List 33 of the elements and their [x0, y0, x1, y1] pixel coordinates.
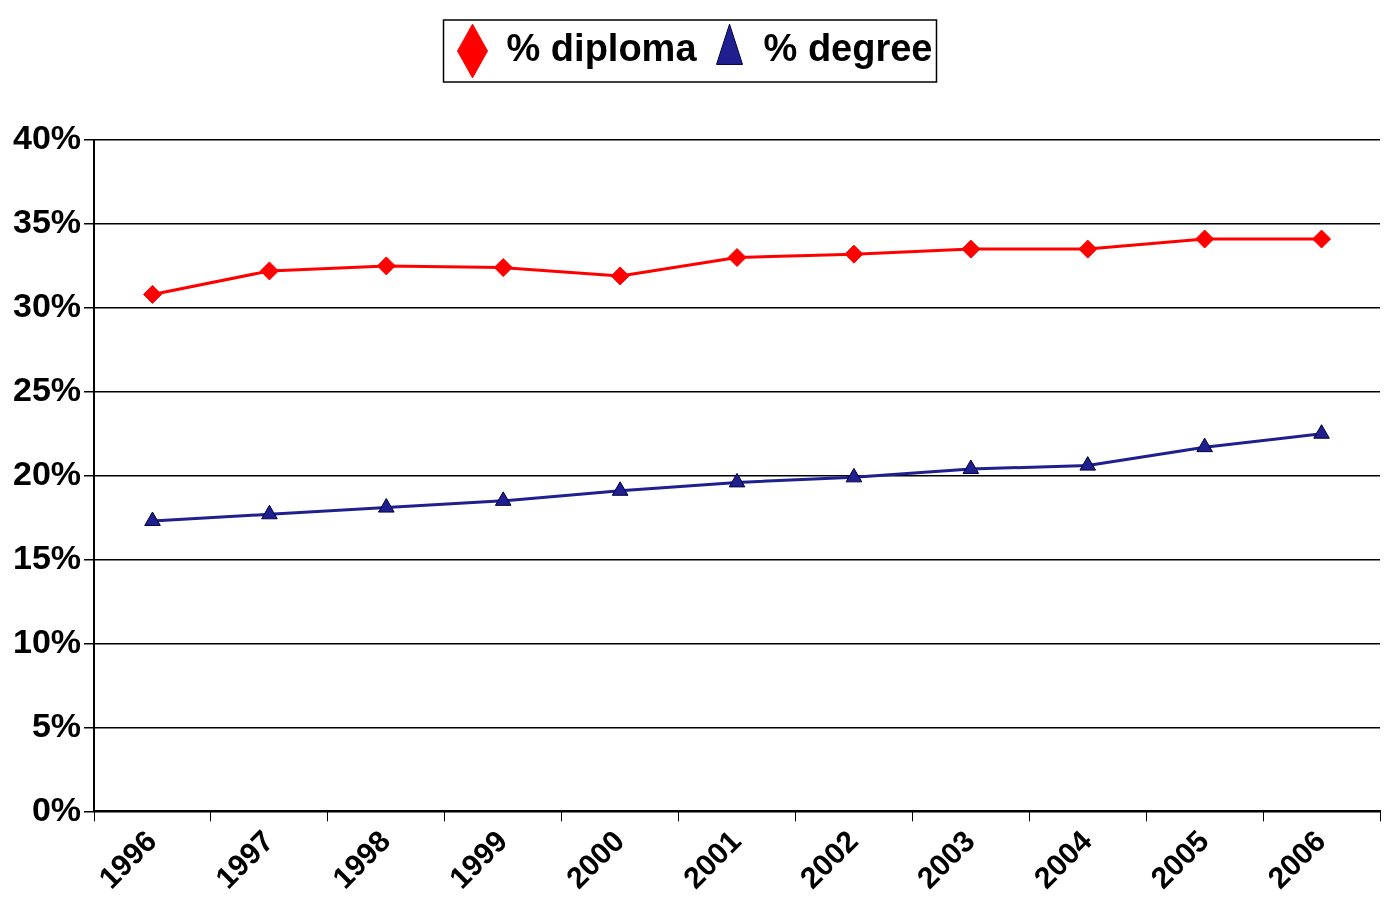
point — [961, 239, 981, 259]
point — [727, 247, 747, 267]
point — [962, 459, 980, 474]
y-tick-label: 35% — [12, 202, 82, 241]
point — [610, 266, 630, 286]
point — [493, 258, 513, 278]
point — [144, 511, 161, 526]
y-tick-label: 20% — [12, 454, 82, 493]
point — [611, 481, 629, 496]
point — [728, 472, 746, 488]
y-tick-label: 5% — [31, 705, 82, 744]
point — [845, 467, 863, 483]
point — [494, 491, 512, 506]
y-tick-label: 40% — [12, 118, 82, 157]
y-tick-label: 0% — [31, 789, 82, 828]
y-tick-label: 10% — [12, 621, 82, 660]
legend-label: % diploma — [506, 27, 698, 70]
point — [143, 284, 162, 304]
point — [261, 504, 278, 520]
point — [1196, 437, 1213, 453]
point — [844, 244, 864, 264]
y-tick-label: 25% — [12, 370, 82, 409]
point — [1078, 239, 1098, 259]
point — [1312, 229, 1332, 249]
point — [1079, 456, 1097, 471]
point — [1313, 424, 1330, 439]
point — [1195, 229, 1215, 249]
legend-label: % degree — [763, 27, 933, 70]
y-tick-label: 15% — [12, 537, 82, 576]
point — [259, 261, 279, 281]
point — [378, 498, 395, 513]
point — [376, 256, 396, 276]
y-tick-label: 30% — [12, 286, 82, 325]
